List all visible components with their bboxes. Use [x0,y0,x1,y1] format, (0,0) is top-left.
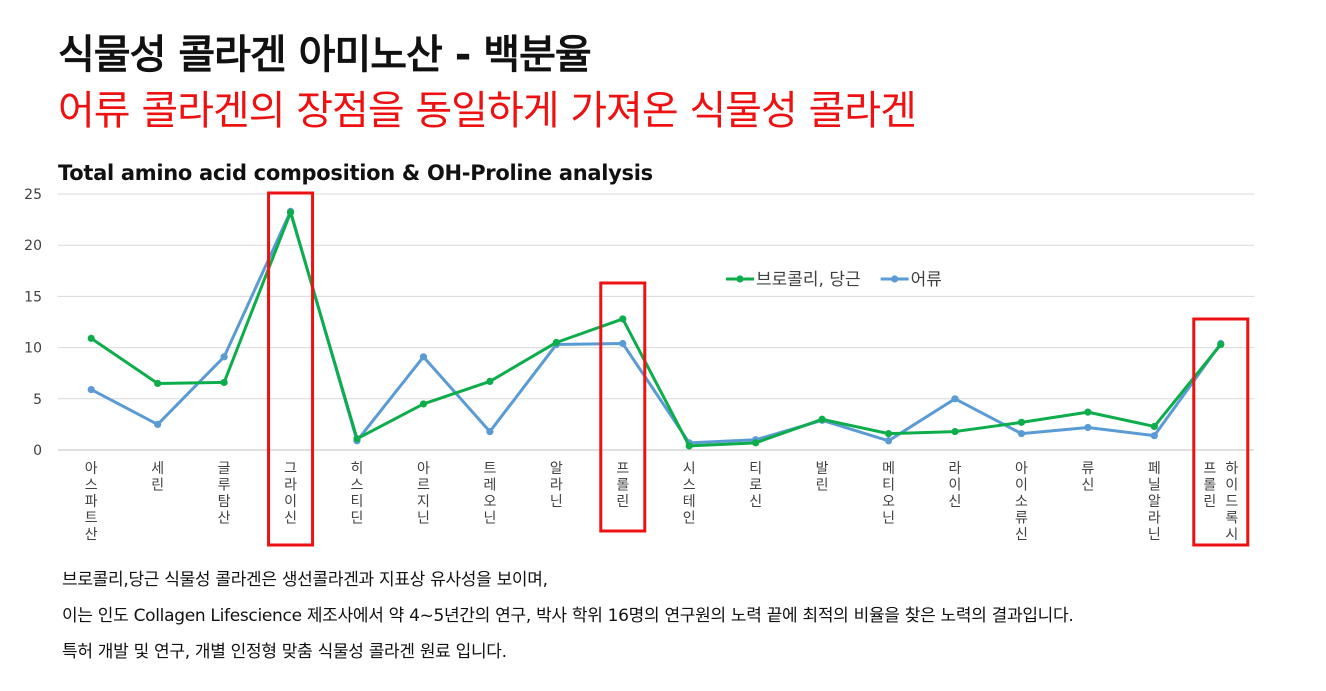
data-point [87,385,95,394]
highlight-boxes [267,191,1250,547]
data-point [87,334,95,342]
data-point [1150,432,1158,440]
legend-item: 브로콜리, 당근 [726,270,861,290]
data-point [951,395,959,403]
y-tick-label: 5 [33,392,42,408]
legend-swatch-marker [736,275,744,283]
y-tick-label: 0 [33,443,42,459]
series-lines [87,207,1225,450]
data-point [752,439,760,447]
series-line [90,209,1222,445]
legend-item: 어류 [880,270,942,290]
data-point [619,339,627,348]
data-point [552,338,560,347]
data-point [154,379,162,388]
y-axis-ticks: 0 5 10 15 20 25 [24,187,42,459]
page-subtitle: 어류 콜라겐의 장점을 동일하게 가져온 식물성 콜라겐 [58,88,917,134]
note-line: 브로콜리,당근 식물성 콜라겐은 생선콜라겐과 지표상 유사성을 보이며, [62,570,548,590]
page-title: 식물성 콜라겐 아미노산 - 백분율 [58,32,592,78]
data-point [486,427,494,436]
data-point [818,415,826,423]
y-tick-label: 25 [24,187,42,203]
data-point [884,437,893,445]
chart-title: Total amino acid composition & OH-Prolin… [58,161,653,185]
grid-lines [58,193,1254,451]
amino-acid-line-chart: 0 5 10 15 20 25 아 스 파 트 산 세 린 글 루 탐 산 그 라 이 신 히 스 티 딘 아 르 지 닌 트 레 오 닌 알 라… [24,187,1254,547]
data-point [486,377,494,385]
data-point [419,353,428,361]
data-point [1217,340,1225,349]
highlight-box [267,191,315,547]
data-point [685,442,693,450]
series-broccoli-carrot [87,208,1225,450]
data-point [951,427,959,436]
data-point [619,315,627,323]
y-tick-label: 10 [24,341,42,357]
legend-label: 브로콜리, 당근 [756,270,861,290]
description-notes: 브로콜리,당근 식물성 콜라겐은 생선콜라겐과 지표상 유사성을 보이며, 이는… [62,567,1074,675]
legend-label: 어류 [911,270,942,290]
highlight-box [1192,317,1250,547]
legend-swatch-marker [891,275,899,283]
data-point [419,400,428,408]
data-point [220,378,228,387]
data-point [286,208,295,217]
series-line [90,210,1222,448]
note-line: 특허 개발 및 연구, 개별 인정형 맞춤 식물성 콜라겐 원료 입니다. [62,642,507,662]
note-line: 이는 인도 Collagen Lifescience 제조사에서 약 4~5년간… [62,606,1074,626]
series-fish [87,207,1225,447]
chart-legend: 브로콜리, 당근 어류 [726,270,942,290]
data-point [1017,430,1026,438]
data-point [1150,422,1158,431]
data-point [1084,408,1092,416]
data-point [884,430,893,438]
data-point [1084,423,1092,432]
data-point [353,435,361,443]
x-tick-label: 하 이 드 록 시 프 롤 린 [1203,461,1238,543]
highlight-box [599,281,647,533]
y-tick-label: 15 [24,289,42,305]
data-point [154,420,162,428]
y-tick-label: 20 [24,238,42,254]
x-axis-category-labels: 아 스 파 트 산 세 린 글 루 탐 산 그 라 이 신 히 스 티 딘 아 르 지 닌 트 레 오 닌 알 라 닌 프 롤 린 시 스 테 인 티 로 신… [85,461,1239,543]
data-point [1017,418,1026,426]
data-point [220,353,228,361]
